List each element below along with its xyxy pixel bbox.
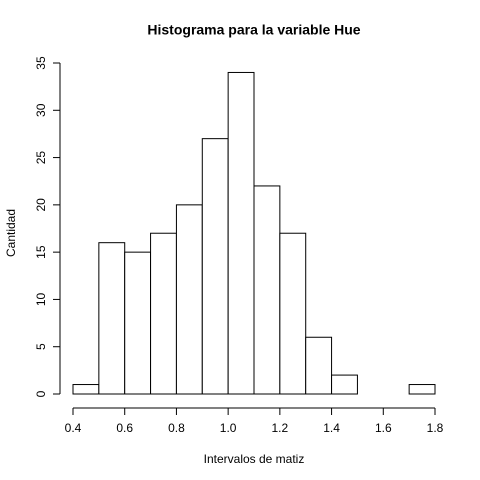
x-axis-label: Intervalos de matiz <box>204 452 305 466</box>
y-tick-label: 0 <box>34 390 48 397</box>
x-tick-label: 1.4 <box>323 421 340 435</box>
bar <box>305 336 333 395</box>
x-tick-label: 0.4 <box>65 421 82 435</box>
bar <box>408 384 436 395</box>
bar <box>150 232 177 395</box>
x-tick-label: 0.8 <box>168 421 185 435</box>
x-tick-label: 1.6 <box>375 421 392 435</box>
x-tick-label: 1.0 <box>220 421 237 435</box>
y-tick-label: 5 <box>34 343 48 350</box>
bar <box>279 232 307 395</box>
bar <box>124 251 152 395</box>
y-tick-label: 35 <box>34 56 48 70</box>
x-tick-label: 1.2 <box>272 421 289 435</box>
bar <box>227 71 255 395</box>
y-tick-label: 10 <box>34 292 48 306</box>
x-tick-label: 0.6 <box>116 421 133 435</box>
chart-title: Histograma para la variable Hue <box>147 22 360 38</box>
bar <box>201 138 229 395</box>
y-tick-label: 25 <box>34 151 48 165</box>
bar <box>331 374 358 395</box>
bar <box>98 242 126 395</box>
y-tick-label: 30 <box>34 103 48 117</box>
x-tick-label: 1.8 <box>427 421 444 435</box>
y-tick-label: 15 <box>34 245 48 259</box>
bar <box>253 185 281 395</box>
bar <box>72 384 100 395</box>
y-tick-label: 20 <box>34 198 48 212</box>
bar <box>175 204 203 395</box>
y-axis-label: Cantidad <box>4 209 18 257</box>
